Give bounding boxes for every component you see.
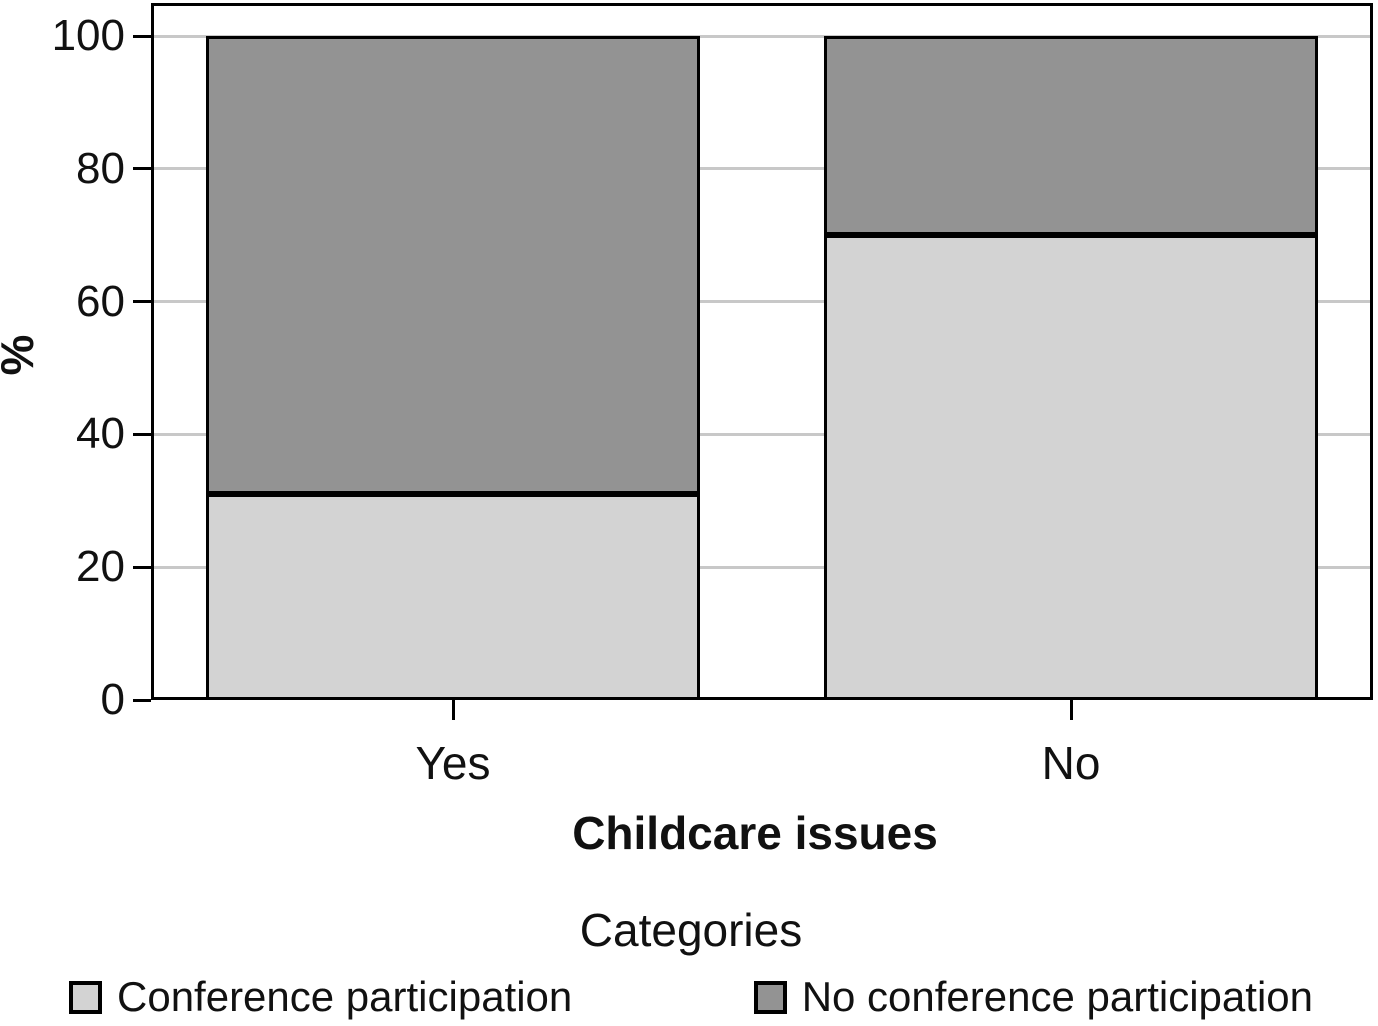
legend-label-no-conference-participation: No conference participation — [801, 973, 1313, 1020]
gridline-80 — [154, 167, 1370, 171]
y-axis-title: % — [0, 335, 44, 376]
y-tick-label-60: 60 — [76, 276, 125, 326]
category-label-no: No — [1041, 737, 1101, 789]
y-tick-80 — [133, 167, 151, 171]
y-tick-label-100: 100 — [51, 11, 125, 61]
y-tick-60 — [133, 300, 151, 304]
y-tick-label-80: 80 — [76, 143, 125, 193]
y-tick-100 — [133, 34, 151, 38]
legend-swatch-no-conference-participation — [753, 980, 787, 1014]
gridline-40 — [154, 432, 1370, 436]
y-tick-label-40: 40 — [76, 409, 125, 459]
y-tick-label-0: 0 — [100, 675, 125, 724]
y-tick-label-20: 20 — [76, 542, 125, 592]
x-tick-yes — [451, 700, 455, 720]
bar-segment-yes-no-conference-participation — [206, 36, 700, 495]
bar-yes — [206, 36, 700, 700]
y-tick-0 — [133, 698, 151, 702]
category-label-yes: Yes — [415, 737, 491, 789]
y-tick-20 — [133, 565, 151, 569]
bar-segment-no-no-conference-participation — [824, 36, 1318, 236]
bar-no — [824, 36, 1318, 700]
legend-entry-no-conference-participation: No conference participation — [753, 973, 1313, 1021]
y-tick-40 — [133, 432, 151, 436]
x-tick-no — [1069, 700, 1073, 720]
gridline-60 — [154, 300, 1370, 304]
gridline-100 — [154, 34, 1370, 38]
bar-segment-yes-conference-participation — [206, 494, 700, 700]
legend: Conference participation No conference pa… — [69, 973, 1313, 1021]
legend-title: Categories — [579, 904, 803, 956]
gridline-20 — [154, 565, 1370, 569]
legend-label-conference-participation: Conference participation — [117, 973, 573, 1020]
bar-segment-no-conference-participation — [824, 235, 1318, 700]
plot-area — [151, 3, 1373, 700]
legend-swatch-conference-participation — [69, 980, 102, 1014]
legend-entry-conference-participation: Conference participation — [69, 973, 572, 1021]
x-axis-title: Childcare issues — [572, 807, 938, 859]
